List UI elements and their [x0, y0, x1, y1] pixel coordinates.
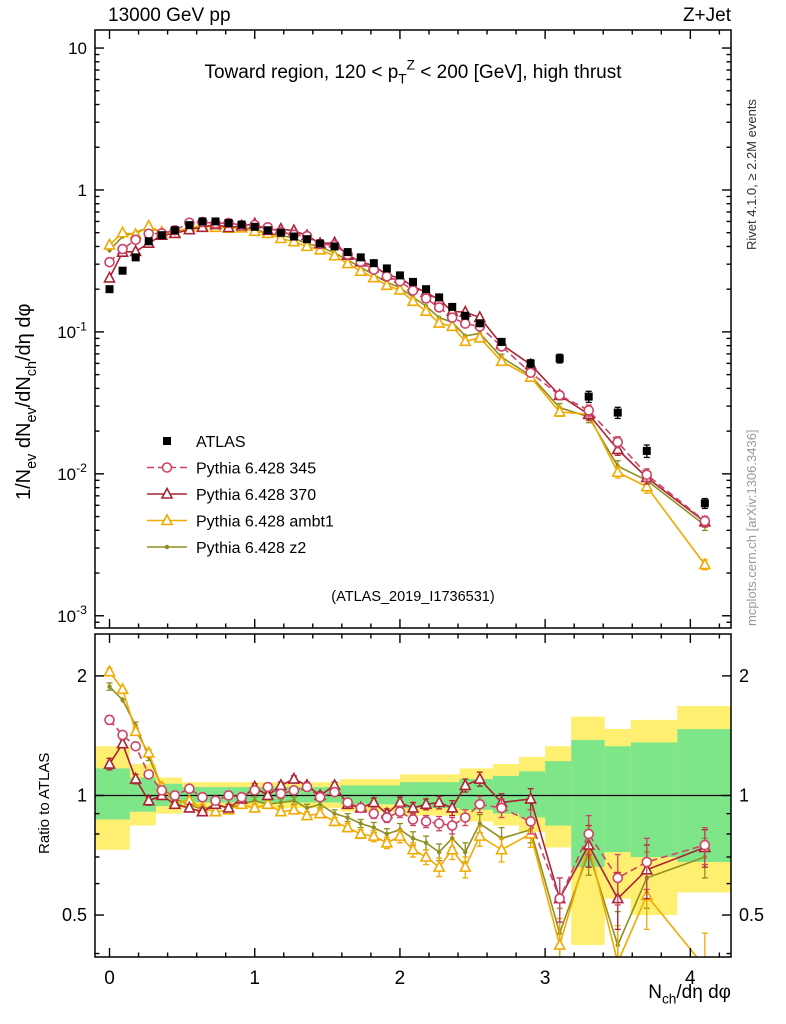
series-pythia-6-428-370 — [103, 216, 712, 528]
legend-label: Pythia 6.428 345 — [196, 461, 316, 478]
legend-entry-pythia-6-428-ambt1: Pythia 6.428 ambt1 — [147, 513, 334, 531]
legend-entry-pythia-6-428-345: Pythia 6.428 345 — [147, 461, 316, 478]
legend-label: ATLAS — [196, 434, 246, 451]
legend-label: Pythia 6.428 z2 — [196, 540, 306, 557]
main-y-tick-label: 10-3 — [57, 603, 87, 626]
ratio-axis-label: Ratio to ATLAS — [36, 752, 53, 854]
legend-label: Pythia 6.428 ambt1 — [196, 514, 334, 531]
legend-label: Pythia 6.428 370 — [196, 487, 316, 504]
series-pythia-6-428-z2 — [107, 222, 708, 532]
legend-entry-pythia-6-428-370: Pythia 6.428 370 — [147, 486, 316, 504]
ratio-series-pythia-6-428-345 — [104, 714, 711, 923]
ratio-y-tick-label-left: 0.5 — [62, 905, 87, 925]
rivet-version-label: Rivet 4.1.0, ≥ 2.2M events — [744, 99, 759, 250]
series-pythia-6-428-345 — [104, 216, 711, 527]
panel-title: Toward region, 120 < pTZ < 200 [GeV], hi… — [204, 57, 622, 86]
main-panel-frame — [94, 29, 732, 629]
x-tick-label: 1 — [249, 968, 260, 989]
series-atlas — [105, 217, 709, 510]
x-tick-label: 3 — [540, 968, 551, 989]
x-tick-label: 4 — [685, 968, 696, 989]
legend-entry-atlas: ATLAS — [163, 434, 246, 451]
x-tick-label: 0 — [104, 968, 115, 989]
header-process: Z+Jet — [682, 5, 731, 26]
mcplots-credit-label: mcplots.cern.ch [arXiv:1306.3436] — [744, 429, 759, 626]
main-y-axis-label-text: 1/Nev dNev/dNch/dη dφ — [13, 304, 40, 500]
main-y-tick-label: 1 — [78, 181, 87, 200]
ratio-panel-frame — [94, 633, 732, 958]
analysis-id-watermark: (ATLAS_2019_I1736531) — [331, 589, 494, 605]
legend: ATLAS Pythia 6.428 345 Pythia 6.428 370 Pyt… — [147, 434, 334, 557]
main-series — [103, 216, 712, 571]
header-beam-energy: 13000 GeV pp — [108, 5, 231, 26]
ratio-y-tick-label-right: 0.5 — [739, 905, 764, 925]
ratio-y-tick-label-left: 2 — [77, 666, 87, 686]
main-y-tick-label: 10-1 — [57, 319, 87, 342]
legend-entry-pythia-6-428-z2: Pythia 6.428 z2 — [147, 540, 306, 557]
x-tick-label: 2 — [395, 968, 406, 989]
ratio-y-tick-label-left: 1 — [77, 785, 87, 805]
ratio-y-tick-label-right: 1 — [739, 785, 749, 805]
x-axis-label: Nch/dη dφ — [648, 982, 731, 1007]
main-y-tick-label: 10-2 — [57, 461, 87, 484]
main-y-axis-label: 1/Nev dNev/dNch/dη dφ — [13, 304, 40, 500]
main-y-tick-label: 10 — [68, 39, 87, 58]
ratio-y-tick-label-right: 2 — [739, 666, 749, 686]
ratio-series — [103, 664, 712, 957]
